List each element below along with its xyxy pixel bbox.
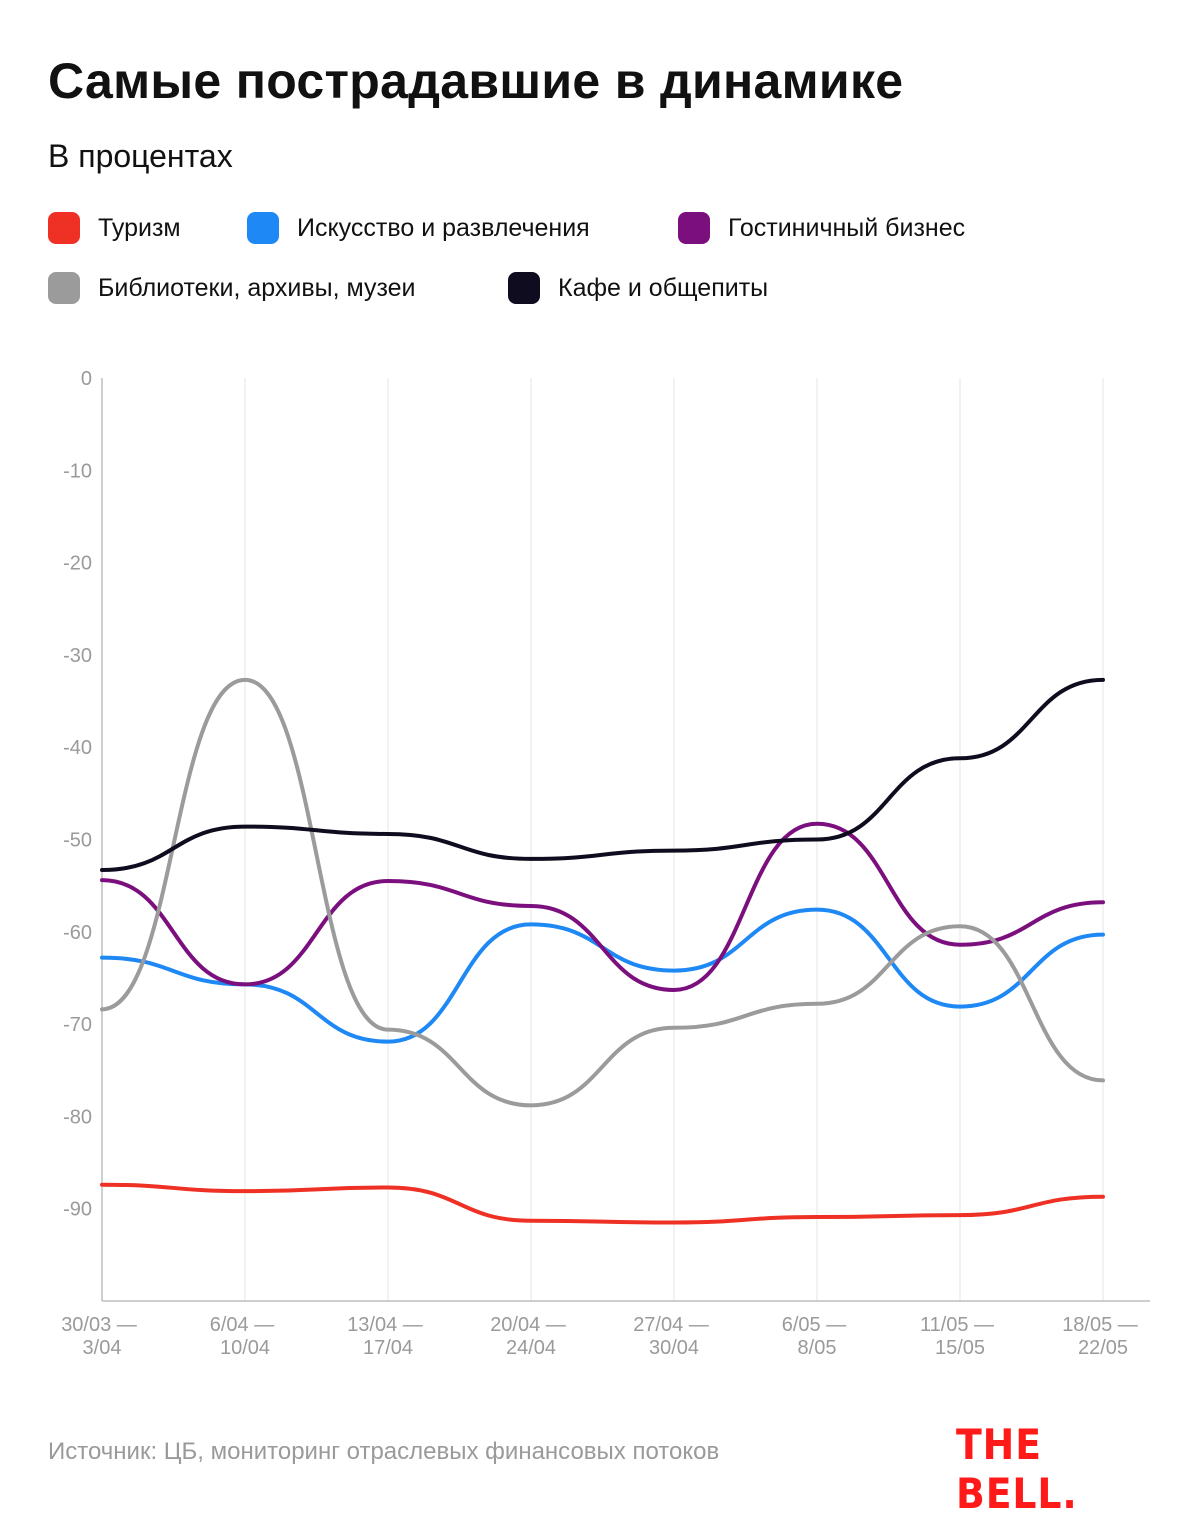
x-tick-label: 17/04 [363,1337,413,1359]
x-tick-label: 24/04 [506,1337,556,1359]
source-note: Источник: ЦБ, мониторинг отраслевых фина… [48,1438,720,1465]
x-tick-label: 11/05 — [920,1314,994,1336]
legend-swatch [48,212,80,244]
legend-label: Гостиничный бизнес [728,213,966,242]
legend-swatch [508,272,540,304]
legend-item: Библиотеки, архивы, музеи [48,272,416,304]
x-tick-label: 18/05 — [1062,1314,1138,1336]
x-tick-label: 8/05 [798,1337,837,1359]
chart-subtitle: В процентах [48,138,233,174]
legend-swatch [678,212,710,244]
y-tick-label: -70 [63,1014,92,1036]
x-tick-label: 6/05 — [782,1314,846,1336]
series-line [100,821,1105,992]
legend-item: Кафе и общепиты [508,272,768,304]
y-tick-label: -80 [63,1106,92,1128]
y-tick-label: -50 [63,830,92,852]
y-tick-label: -10 [63,460,92,482]
legend-label: Искусство и развлечения [297,213,590,242]
series-line [100,1182,1105,1225]
x-tick-label: 27/04 — [633,1314,709,1336]
y-tick-label: -20 [63,553,92,575]
the-bell-logo: THE BELL. [956,1420,1078,1518]
x-tick-label: 20/04 — [490,1314,566,1336]
x-tick-label: 3/04 [83,1337,122,1359]
legend-swatch [48,272,80,304]
legend-label: Библиотеки, архивы, музеи [98,273,416,302]
x-tick-label: 13/04 — [347,1314,423,1336]
x-tick-label: 10/04 [220,1337,270,1359]
y-tick-label: -40 [63,737,92,759]
legend-label: Туризм [98,213,181,242]
y-tick-label: -60 [63,922,92,944]
chart-title: Самые пострадавшие в динамике [48,53,904,109]
series-line [100,907,1105,1044]
y-tick-label: 0 [81,368,92,390]
legend-item: Гостиничный бизнес [678,212,965,244]
x-tick-label: 6/04 — [210,1314,274,1336]
series-line [100,677,1105,872]
legend-item: Искусство и развлечения [247,212,590,244]
series-line [100,677,1105,1108]
x-tick-label: 30/03 — [61,1314,137,1336]
legend-label: Кафе и общепиты [558,273,769,302]
x-tick-label: 22/05 [1078,1337,1128,1359]
legend-item: Туризм [48,212,181,244]
y-tick-label: -90 [63,1199,92,1221]
legend-swatch [247,212,279,244]
x-tick-label: 30/04 [649,1337,699,1359]
x-tick-label: 15/05 [935,1337,985,1359]
y-tick-label: -30 [63,645,92,667]
